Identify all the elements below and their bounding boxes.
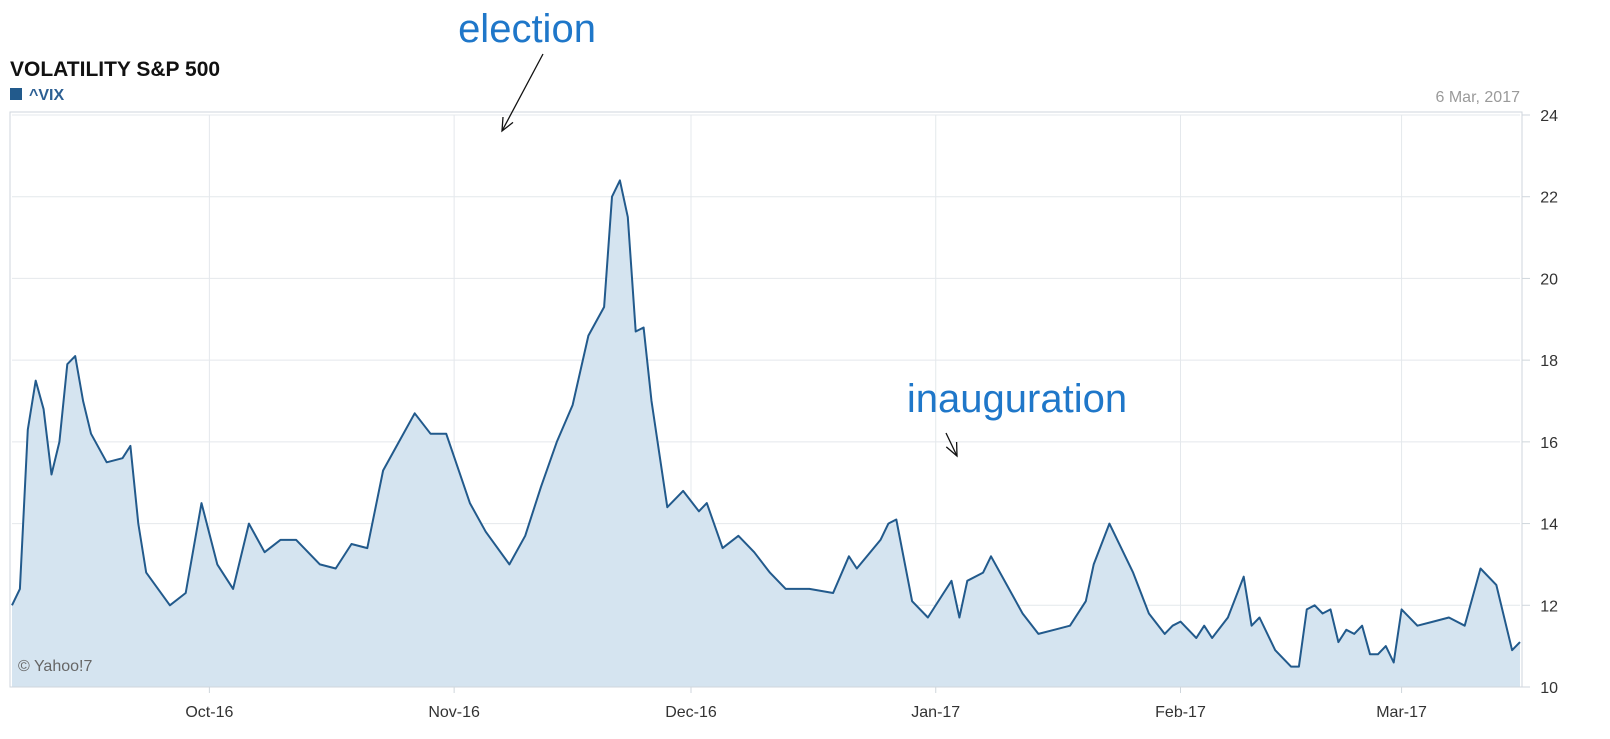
y-tick-label: 10	[1540, 680, 1558, 697]
vix-line	[11, 179, 1521, 668]
y-tick-label: 12	[1540, 598, 1558, 615]
arrowhead	[945, 441, 958, 458]
plot-border	[9, 111, 1523, 688]
y-tick-label: 22	[1540, 190, 1558, 207]
series-vix	[11, 179, 1521, 687]
x-axis: Oct-16 Nov-16 Dec-16 Jan-17 Feb-17 Mar-17	[185, 687, 1427, 721]
x-tick-label: Oct-16	[185, 704, 233, 721]
y-tick-label: 16	[1540, 435, 1558, 452]
gridlines	[12, 114, 1520, 688]
x-tick-label: Nov-16	[428, 704, 480, 721]
vix-area-fill	[12, 180, 1520, 687]
annotation-arrow	[945, 432, 958, 457]
legend-label: ^VIX	[29, 87, 64, 104]
x-tick-label: Jan-17	[911, 704, 960, 721]
date-label: 6 Mar, 2017	[1436, 89, 1521, 106]
y-tick-label: 20	[1540, 271, 1558, 288]
y-axis: 10 12 14 16 18 20 22 24	[1522, 108, 1558, 697]
arrowhead	[501, 116, 514, 133]
annotation-label: election	[458, 7, 596, 51]
y-tick-label: 18	[1540, 353, 1558, 370]
annotations: election inauguration	[458, 7, 1127, 458]
annotation-arrow	[501, 53, 544, 132]
credit-label: © Yahoo!7	[18, 658, 92, 675]
x-tick-label: Mar-17	[1376, 704, 1427, 721]
x-tick-label: Dec-16	[665, 704, 717, 721]
y-tick-label: 14	[1540, 517, 1558, 534]
y-tick-label: 24	[1540, 108, 1558, 125]
x-tick-label: Feb-17	[1155, 704, 1206, 721]
annotation-label: inauguration	[907, 377, 1127, 421]
legend-swatch	[10, 88, 22, 100]
chart-title: VOLATILITY S&P 500	[10, 58, 220, 81]
